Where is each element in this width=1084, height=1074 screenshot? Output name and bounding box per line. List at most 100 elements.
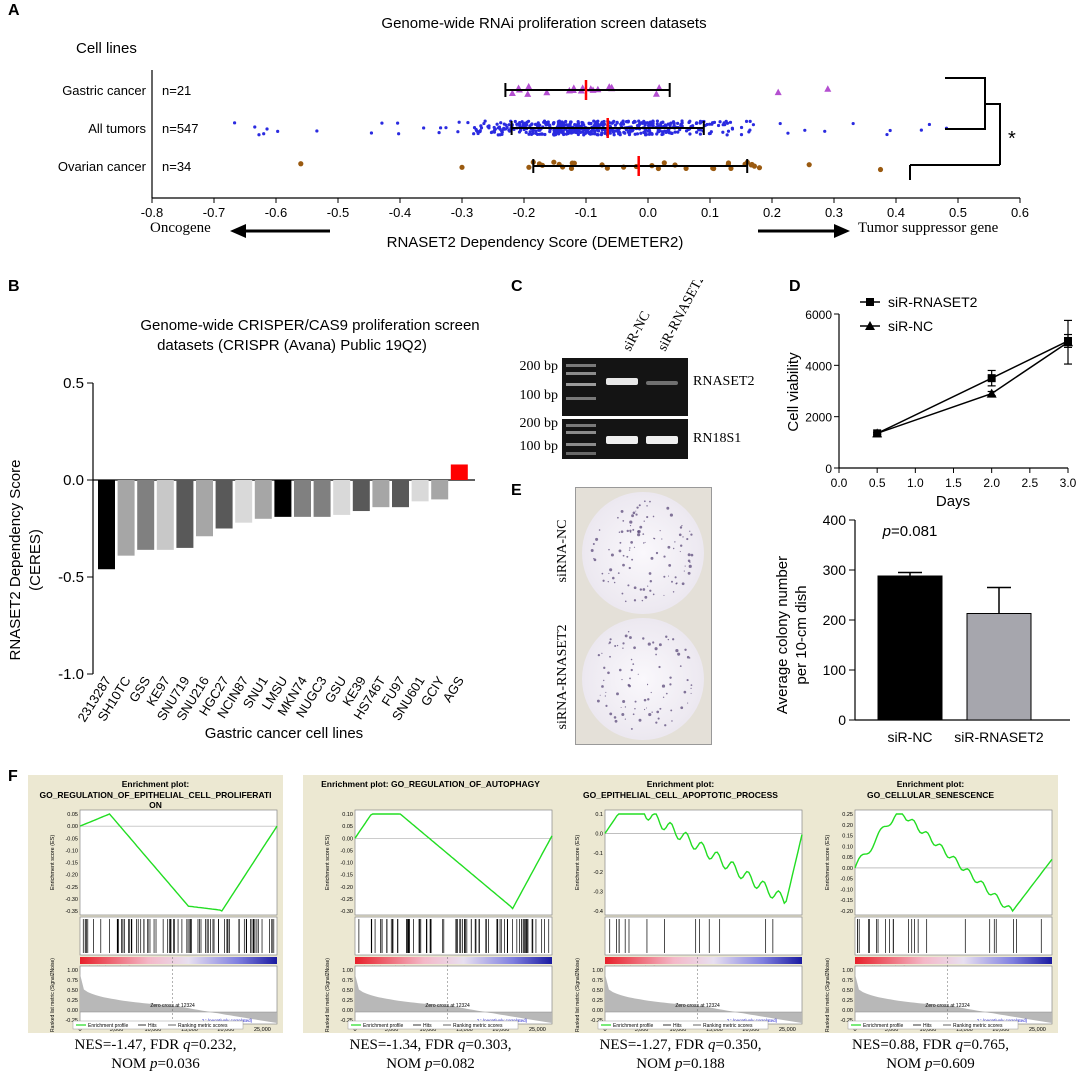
- rank-gradient: [355, 957, 552, 964]
- point: [369, 131, 374, 135]
- metric-ylabel: Ranked list metric (Signal2Noise): [50, 958, 56, 1032]
- colony: [674, 576, 677, 579]
- colony: [624, 718, 626, 720]
- point: [568, 165, 575, 172]
- colony: [646, 515, 649, 519]
- x-tick-label: -0.1: [575, 205, 597, 220]
- metric-area: [855, 974, 1052, 1023]
- bar-KE39: [352, 480, 370, 512]
- point: [540, 132, 544, 136]
- es-tick: 0.00: [342, 836, 353, 842]
- metric-tick: 1.00: [592, 968, 603, 974]
- rank-tick: 0: [78, 1027, 81, 1033]
- point: [655, 122, 659, 126]
- es-tick: 0.00: [67, 824, 78, 830]
- point: [613, 129, 617, 133]
- point: [581, 123, 585, 127]
- colony: [670, 709, 673, 712]
- point: [565, 129, 570, 133]
- colony: [635, 510, 637, 512]
- colony: [645, 707, 648, 709]
- point: [507, 123, 511, 127]
- point: [749, 161, 755, 168]
- metric-tick: 0.00: [592, 1008, 603, 1014]
- dish-labels: siRNA-NC siRNA-RNASET2: [555, 519, 570, 729]
- colony: [648, 572, 652, 575]
- rank-tick: 10,000: [670, 1027, 687, 1033]
- colony: [647, 642, 651, 646]
- gsea-plot-2: Enrichment plot: GO_REGULATION_OF_AUTOPH…: [303, 775, 558, 1033]
- colony: [620, 530, 624, 533]
- colony: [646, 505, 648, 507]
- point: [578, 130, 583, 134]
- rank-tick: 5,000: [885, 1027, 899, 1033]
- gsea-title: Enrichment plot:: [647, 779, 715, 789]
- rank-tick: 20,000: [218, 1027, 235, 1033]
- zero-cross-label: Zero cross at 12324: [675, 1003, 720, 1009]
- colony: [632, 511, 636, 515]
- point: [298, 161, 304, 167]
- panel-d-chart: siR-RNASET2 siR-NC Cell viability 6000 40…: [785, 294, 1077, 510]
- rank-tick: 0: [853, 1027, 856, 1033]
- point: [524, 90, 532, 97]
- colony: [672, 591, 675, 593]
- colony: [666, 506, 670, 510]
- colony: [681, 525, 683, 527]
- point: [695, 130, 699, 134]
- legend-hits: Hits: [923, 1023, 932, 1029]
- colony: [622, 519, 625, 522]
- es-panel: [854, 809, 1053, 916]
- point: [551, 121, 556, 125]
- es-tick: 0.05: [67, 812, 78, 818]
- point: [739, 125, 744, 130]
- point: [718, 120, 722, 124]
- bar-siR-RNASET2: [966, 613, 1032, 721]
- point: [756, 165, 763, 171]
- point: [725, 121, 730, 125]
- point: [502, 126, 506, 130]
- colony: [687, 702, 689, 704]
- enrichment-curve: [604, 813, 803, 905]
- es-tick: 0.0: [595, 831, 603, 837]
- metric-tick: 0.75: [342, 978, 353, 984]
- point: [728, 120, 733, 124]
- point: [708, 122, 712, 126]
- colony: [679, 551, 681, 553]
- colony: [628, 684, 631, 688]
- metric-tick: 0.75: [842, 978, 853, 984]
- es-panel: [604, 809, 803, 916]
- colony: [655, 721, 658, 724]
- point: [608, 129, 612, 133]
- y-tick-label: -1.0: [58, 666, 84, 683]
- es-tick: -0.3: [594, 890, 603, 896]
- es-tick: -0.15: [65, 861, 78, 867]
- colony: [634, 708, 636, 710]
- colony: [659, 707, 662, 710]
- point: [475, 129, 480, 134]
- metric-tick: 0.50: [592, 988, 603, 994]
- bar-AGS: [450, 464, 468, 480]
- point: [496, 126, 501, 130]
- row-label: All tumors: [88, 121, 146, 136]
- point: [721, 130, 725, 134]
- point: [478, 129, 482, 133]
- es-ylabel: Enrichment score (ES): [325, 835, 331, 890]
- es-tick: -0.1: [594, 851, 603, 857]
- point: [710, 122, 714, 126]
- point: [625, 120, 629, 124]
- colony: [603, 666, 606, 669]
- gsea-subtitle: GO_CELLULAR_SENESCENCE: [867, 790, 994, 800]
- metric-area: [605, 974, 802, 1023]
- colony: [628, 566, 631, 570]
- marker-100bp-1: 100 bp: [520, 388, 559, 403]
- colony: [610, 553, 614, 557]
- point-siR-NC: [1063, 337, 1073, 347]
- colony: [618, 549, 622, 553]
- svg-text:siR-NC: siR-NC: [888, 318, 933, 334]
- metric-area: [355, 974, 552, 1023]
- colony: [632, 528, 635, 531]
- point: [806, 162, 812, 168]
- es-tick: -0.35: [65, 909, 78, 915]
- colony: [642, 533, 645, 535]
- bar-siR-NC: [877, 575, 943, 721]
